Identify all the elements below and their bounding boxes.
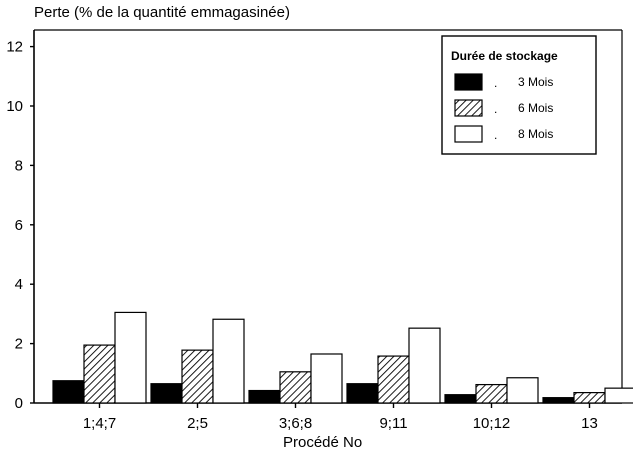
legend-swatch-solid-black — [454, 73, 483, 91]
y-tick-label: 12 — [6, 39, 23, 56]
legend-label: 6 Mois — [518, 101, 553, 115]
bar-white — [506, 377, 539, 404]
y-tick-label: 6 — [15, 217, 23, 234]
category-label: 13 — [581, 415, 598, 432]
bar-solid-black — [150, 383, 183, 404]
bars-group — [52, 311, 633, 404]
y-axis-title: Perte (% de la quantité emmagasinée) — [34, 4, 290, 21]
bar-solid-black — [248, 389, 281, 404]
legend-label: 8 Mois — [518, 127, 553, 141]
legend-label: 3 Mois — [518, 75, 553, 89]
legend-dot: . — [494, 102, 497, 116]
y-tick-label: 10 — [6, 98, 23, 115]
bar-white — [604, 387, 633, 404]
bar-hatched — [83, 344, 116, 404]
category-label: 1;4;7 — [83, 415, 116, 432]
bar-white — [408, 327, 441, 404]
legend-swatch-hatched — [454, 99, 483, 117]
x-axis: 1;4;7 2;5 3;6;8 9;11 10;12 13 — [83, 403, 598, 432]
bar-hatched — [377, 355, 410, 404]
legend-title: Durée de stockage — [451, 49, 558, 63]
bar-solid-black — [346, 383, 379, 404]
y-axis: 0 2 4 6 8 10 12 — [6, 39, 34, 412]
y-tick-label: 4 — [15, 276, 23, 293]
category-label: 10;12 — [473, 415, 511, 432]
legend-dot: . — [494, 128, 497, 142]
x-axis-title: Procédé No — [283, 434, 362, 451]
bar-solid-black — [542, 397, 575, 404]
bar-hatched — [181, 349, 214, 404]
bar-hatched — [475, 383, 508, 404]
legend-swatch-white — [454, 125, 483, 143]
bar-solid-black — [444, 394, 477, 404]
category-label: 9;11 — [379, 415, 407, 432]
bar-white — [212, 318, 245, 404]
category-label: 2;5 — [187, 415, 208, 432]
y-tick-label: 0 — [15, 395, 23, 412]
bar-hatched — [279, 371, 312, 404]
bar-solid-black — [52, 380, 85, 404]
y-tick-label: 2 — [15, 336, 23, 353]
legend: Durée de stockage . 3 Mois. 6 Mois. 8 Mois — [441, 35, 597, 155]
y-tick-label: 8 — [15, 157, 23, 174]
category-label: 3;6;8 — [279, 415, 312, 432]
bar-white — [114, 311, 147, 404]
bar-hatched — [573, 392, 606, 404]
bar-white — [310, 353, 343, 404]
legend-dot: . — [494, 76, 497, 90]
